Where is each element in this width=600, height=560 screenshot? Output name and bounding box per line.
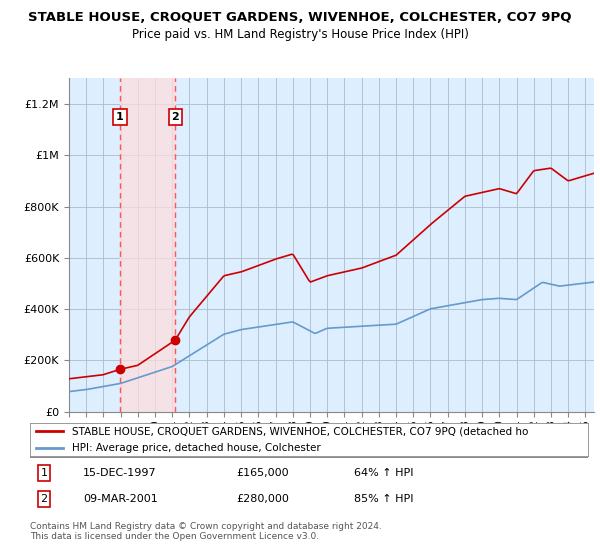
Text: 1: 1 bbox=[40, 468, 47, 478]
Text: 09-MAR-2001: 09-MAR-2001 bbox=[83, 494, 158, 504]
Text: 2: 2 bbox=[172, 112, 179, 122]
Bar bbox=[120, 78, 175, 412]
Text: HPI: Average price, detached house, Colchester: HPI: Average price, detached house, Colc… bbox=[72, 443, 320, 453]
Text: 85% ↑ HPI: 85% ↑ HPI bbox=[353, 494, 413, 504]
Text: £280,000: £280,000 bbox=[236, 494, 289, 504]
Text: £165,000: £165,000 bbox=[236, 468, 289, 478]
Text: Contains HM Land Registry data © Crown copyright and database right 2024.
This d: Contains HM Land Registry data © Crown c… bbox=[30, 522, 382, 542]
Text: STABLE HOUSE, CROQUET GARDENS, WIVENHOE, COLCHESTER, CO7 9PQ: STABLE HOUSE, CROQUET GARDENS, WIVENHOE,… bbox=[28, 11, 572, 24]
Text: 64% ↑ HPI: 64% ↑ HPI bbox=[353, 468, 413, 478]
Text: Price paid vs. HM Land Registry's House Price Index (HPI): Price paid vs. HM Land Registry's House … bbox=[131, 28, 469, 41]
Text: STABLE HOUSE, CROQUET GARDENS, WIVENHOE, COLCHESTER, CO7 9PQ (detached ho: STABLE HOUSE, CROQUET GARDENS, WIVENHOE,… bbox=[72, 426, 528, 436]
Text: 1: 1 bbox=[116, 112, 124, 122]
Text: 2: 2 bbox=[40, 494, 47, 504]
Text: 15-DEC-1997: 15-DEC-1997 bbox=[83, 468, 157, 478]
